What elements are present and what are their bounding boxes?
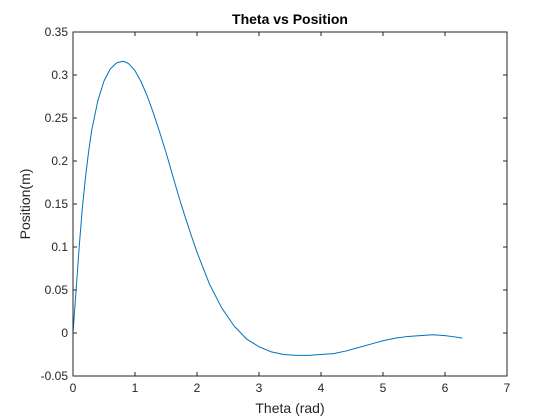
y-tick-label: 0.1 <box>51 240 68 254</box>
x-tick-label: 3 <box>256 381 263 395</box>
x-tick-label: 5 <box>380 381 387 395</box>
y-tick-label: 0.05 <box>45 283 69 297</box>
x-tick-label: 0 <box>70 381 77 395</box>
x-tick-label: 7 <box>504 381 511 395</box>
y-tick-label: 0 <box>61 326 68 340</box>
x-tick-label: 2 <box>194 381 201 395</box>
y-tick-label: 0.35 <box>45 25 69 39</box>
y-tick-label: 0.2 <box>51 154 68 168</box>
x-axis-label: Theta (rad) <box>255 400 324 416</box>
series-layer <box>72 60 463 356</box>
y-tick-label: -0.05 <box>41 369 69 383</box>
series-line <box>72 60 463 356</box>
axes-box <box>72 31 508 377</box>
x-tick-label: 6 <box>442 381 449 395</box>
x-tick-label: 1 <box>132 381 139 395</box>
x-tick-label: 4 <box>318 381 325 395</box>
y-tick-label: 0.3 <box>51 68 68 82</box>
chart-title: Theta vs Position <box>232 11 348 27</box>
plot-area <box>73 32 507 376</box>
y-axis-label: Position(m) <box>17 169 33 240</box>
y-tick-label: 0.25 <box>45 111 69 125</box>
y-tick-label: 0.15 <box>45 197 69 211</box>
